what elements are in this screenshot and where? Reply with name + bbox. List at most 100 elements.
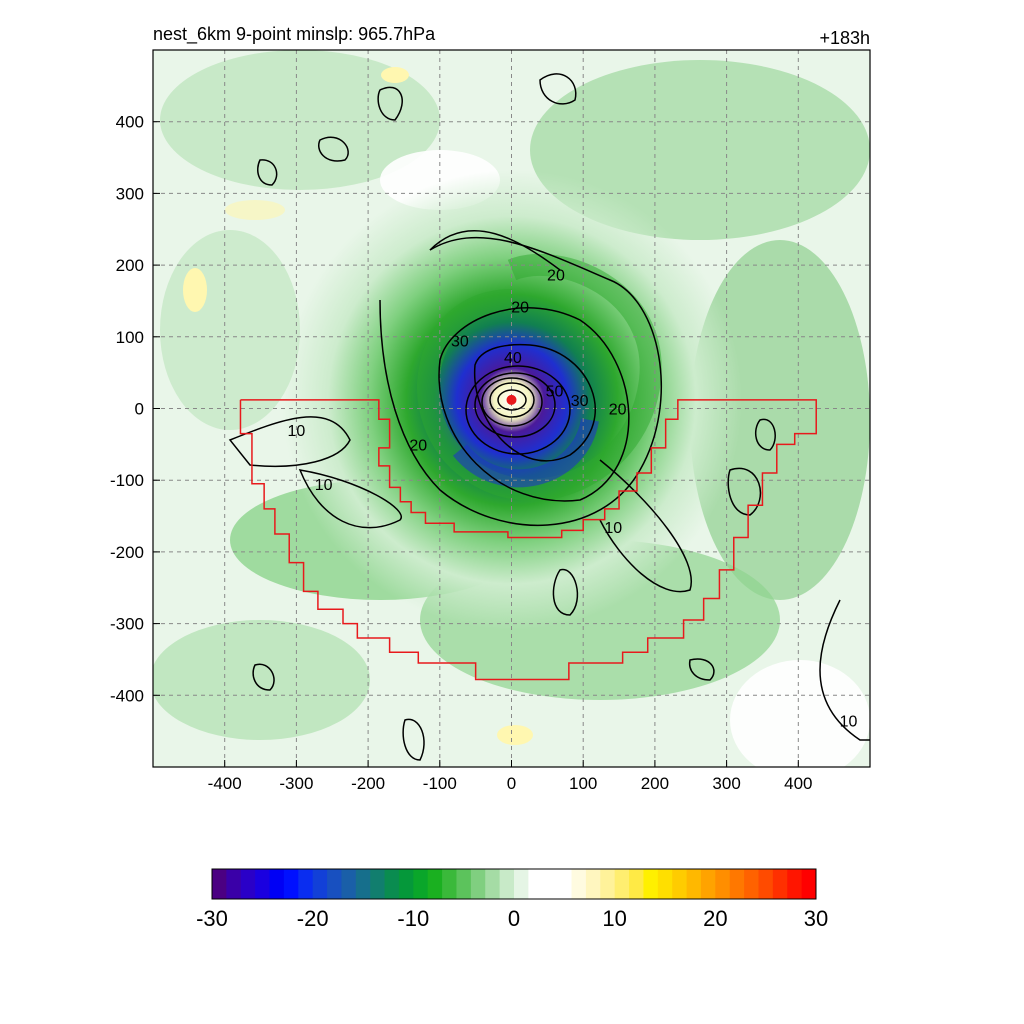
colorbar-swatch bbox=[686, 869, 702, 899]
colorbar-tick-label: -30 bbox=[196, 906, 228, 931]
contour-blob bbox=[688, 658, 715, 681]
y-tick-label: -400 bbox=[110, 686, 144, 705]
y-tick-label: -200 bbox=[110, 543, 144, 562]
colorbar-swatch bbox=[542, 869, 558, 899]
colorbar-swatch bbox=[801, 869, 817, 899]
contour-label: 30 bbox=[571, 393, 589, 410]
colorbar-swatch bbox=[672, 869, 688, 899]
contour-blob bbox=[252, 663, 275, 691]
colorbar-swatch bbox=[427, 869, 443, 899]
contour-ring bbox=[481, 377, 543, 427]
colorbar-swatch bbox=[283, 869, 299, 899]
contour-ring bbox=[474, 372, 556, 438]
spiral-band bbox=[417, 254, 662, 501]
red-boundary bbox=[239, 399, 817, 681]
contour-blob bbox=[402, 718, 425, 761]
x-tick-label: -400 bbox=[208, 774, 242, 793]
plot-area bbox=[153, 50, 870, 767]
time-label: +183h bbox=[819, 28, 870, 48]
contour-label: 10 bbox=[288, 423, 306, 440]
colorbar-swatch bbox=[370, 869, 386, 899]
colorbar-frame bbox=[211, 868, 817, 900]
contour-ring bbox=[465, 365, 571, 455]
contour-20 bbox=[379, 236, 663, 527]
colorbar-tick-label: 30 bbox=[804, 906, 828, 931]
colorbar-swatch bbox=[772, 869, 788, 899]
colorbar-swatch bbox=[557, 869, 573, 899]
contour-10-southeast bbox=[819, 599, 870, 741]
contour-10-left bbox=[228, 416, 351, 468]
colorbar-swatch bbox=[629, 869, 644, 899]
contour-blob bbox=[727, 467, 761, 516]
x-tick-label: 100 bbox=[569, 774, 597, 793]
colorbar-swatch bbox=[700, 869, 716, 899]
y-axis: 400 300 200 100 0 -100 -200 -300 -400 bbox=[110, 113, 160, 705]
contour-label: 40 bbox=[504, 350, 522, 367]
contour-lines bbox=[228, 73, 870, 761]
contour-ring bbox=[497, 389, 527, 411]
y-tick-label: 400 bbox=[116, 113, 144, 132]
colorbar-swatch bbox=[787, 869, 803, 899]
y-tick-label: -300 bbox=[110, 615, 144, 634]
colorbar-swatch bbox=[312, 869, 328, 899]
contour-blob bbox=[539, 73, 577, 105]
storm-center-marker bbox=[506, 394, 517, 405]
contour-label: 50 bbox=[546, 384, 564, 401]
colorbar-swatch bbox=[528, 869, 544, 899]
colorbar-tick-label: 20 bbox=[703, 906, 727, 931]
colorbar-swatch bbox=[499, 869, 515, 899]
y-tick-label: 200 bbox=[116, 256, 144, 275]
x-tick-label: 200 bbox=[641, 774, 669, 793]
colorbar-swatch bbox=[643, 869, 659, 899]
x-tick-label: -200 bbox=[351, 774, 385, 793]
colorbar-swatch bbox=[571, 869, 587, 899]
colorbar-swatch bbox=[614, 869, 630, 899]
contour-blob bbox=[257, 159, 278, 186]
y-tick-label: 0 bbox=[135, 400, 144, 419]
y-tick-label: 100 bbox=[116, 328, 144, 347]
y-tick-label: 300 bbox=[116, 184, 144, 203]
contour-label: 10 bbox=[315, 477, 333, 494]
contour-label: 10 bbox=[604, 520, 622, 537]
colorbar-swatch bbox=[384, 869, 400, 899]
contour-label: 20 bbox=[609, 402, 627, 419]
colorbar-swatch bbox=[269, 869, 285, 899]
contour-10-west bbox=[298, 469, 403, 529]
chart-title: nest_6km 9-point minslp: 965.7hPa bbox=[153, 24, 436, 45]
colorbar-swatch bbox=[744, 869, 759, 899]
colorbar-swatch bbox=[413, 869, 429, 899]
contour-30 bbox=[438, 307, 630, 502]
contour-20-outer bbox=[429, 230, 561, 271]
contour-blob bbox=[377, 86, 403, 121]
contour-40 bbox=[474, 343, 596, 462]
colorbar bbox=[211, 868, 817, 900]
colorbar-swatch bbox=[485, 869, 501, 899]
x-axis: -400 -300 -200 -100 0 100 200 300 400 bbox=[208, 760, 812, 793]
x-tick-label: -300 bbox=[279, 774, 313, 793]
colorbar-swatch bbox=[585, 869, 601, 899]
contour-label: 20 bbox=[409, 437, 427, 454]
colorbar-swatch bbox=[327, 869, 342, 899]
colorbar-swatch bbox=[355, 869, 371, 899]
colorbar-swatch bbox=[514, 869, 529, 899]
colorbar-tick-label: 0 bbox=[508, 906, 520, 931]
contour-label: 20 bbox=[547, 267, 565, 284]
colorbar-tick-label: -10 bbox=[397, 906, 429, 931]
colorbar-ticks: -30 -20 -10 0 10 20 30 bbox=[196, 906, 828, 931]
x-tick-label: -100 bbox=[423, 774, 457, 793]
colorbar-tick-label: -20 bbox=[297, 906, 329, 931]
contour-blob bbox=[552, 568, 579, 616]
x-tick-label: 400 bbox=[784, 774, 812, 793]
contour-blob bbox=[754, 418, 776, 451]
contour-10-south bbox=[599, 459, 692, 593]
y-tick-label: -100 bbox=[110, 471, 144, 490]
colorbar-swatch bbox=[470, 869, 486, 899]
colorbar-swatch bbox=[657, 869, 673, 899]
colorbar-swatch bbox=[212, 869, 227, 899]
contour-ring bbox=[489, 382, 535, 418]
colorbar-swatch bbox=[341, 869, 357, 899]
x-tick-label: 0 bbox=[507, 774, 516, 793]
x-tick-label: 300 bbox=[712, 774, 740, 793]
contour-label: 10 bbox=[840, 713, 858, 730]
